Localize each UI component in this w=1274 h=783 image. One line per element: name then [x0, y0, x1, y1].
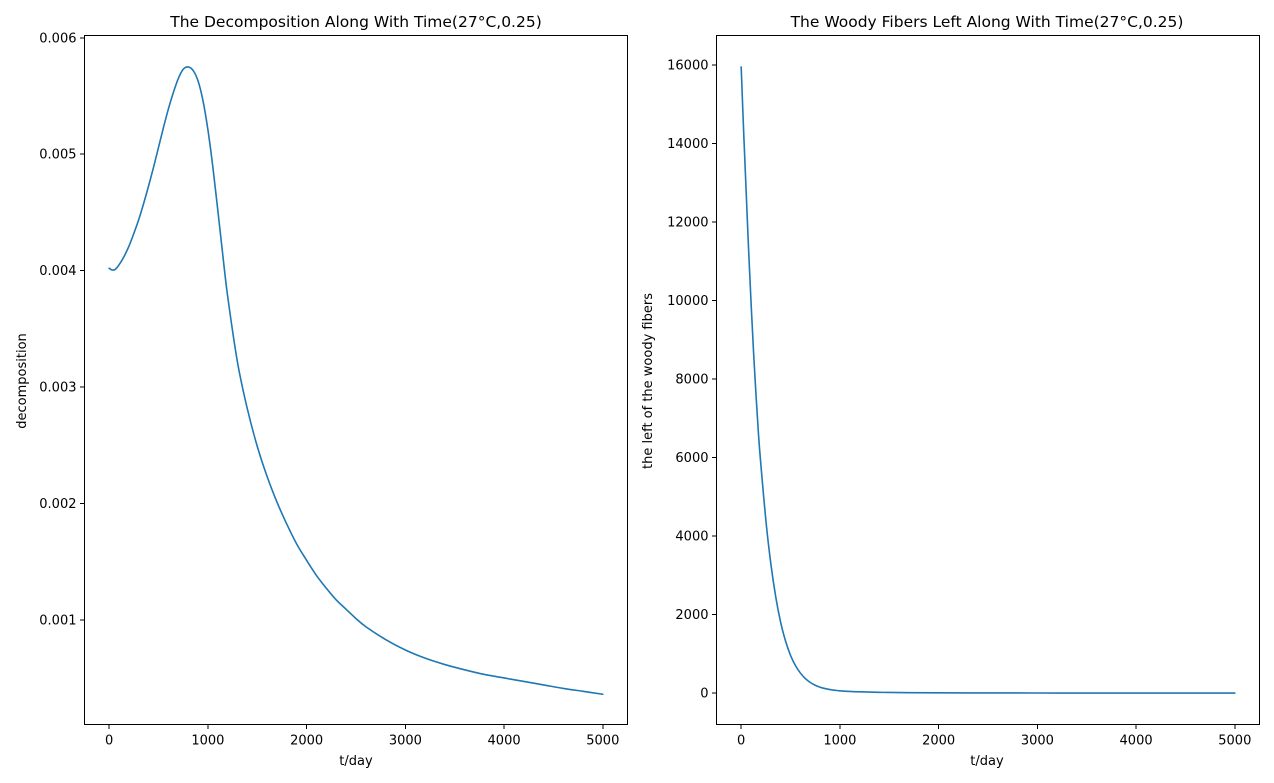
chart-title-decomposition: The Decomposition Along With Time(27°C,0… — [169, 13, 542, 31]
decomposition-x-tick-label: 2000 — [290, 734, 323, 749]
decomposition-y-tick-label: 0.002 — [39, 497, 76, 512]
woody-fibers-y-tick-label: 6000 — [675, 451, 708, 466]
decomposition-chart: The Decomposition Along With Time(27°C,0… — [15, 13, 628, 769]
decomposition-y-tick-label: 0.006 — [39, 31, 76, 46]
woody-fibers-y-tick-label: 0 — [700, 687, 708, 702]
decomposition-x-tick-label: 4000 — [488, 734, 521, 749]
woody-fibers-y-tick-label: 2000 — [675, 608, 708, 623]
woody-fibers-plot-area — [716, 35, 1260, 725]
woody-fibers-x-tick-label: 0 — [737, 734, 745, 749]
decomposition-x-tick-label: 3000 — [389, 734, 422, 749]
decomposition-series-line — [108, 66, 604, 696]
woody-fibers-y-tick-label: 4000 — [675, 530, 708, 545]
decomposition-y-tick-label: 0.003 — [39, 380, 76, 395]
x-axis-label-decomposition: t/day — [339, 754, 373, 769]
decomposition-x-tick-label: 1000 — [191, 734, 224, 749]
decomposition-y-tick-label: 0.004 — [39, 264, 76, 279]
woody-fibers-ticks: 0 1000 2000 3000 4000 5000 0 2000 4000 6000 8000 10… — [667, 58, 1251, 748]
woody-fibers-x-tick-label: 2000 — [922, 734, 955, 749]
woody-fibers-x-tick-label: 5000 — [1218, 734, 1251, 749]
decomposition-x-tick-label: 5000 — [586, 734, 619, 749]
decomposition-x-tick-label: 0 — [105, 734, 113, 749]
woody-fibers-series-line — [740, 66, 1236, 694]
chart-title-woody-fibers: The Woody Fibers Left Along With Time(27… — [790, 13, 1184, 31]
decomposition-plot-area — [84, 35, 628, 725]
woody-fibers-y-tick-label: 8000 — [675, 373, 708, 388]
woody-fibers-chart: The Woody Fibers Left Along With Time(27… — [641, 13, 1260, 769]
woody-fibers-y-tick-label: 14000 — [667, 137, 708, 152]
woody-fibers-x-tick-label: 3000 — [1021, 734, 1054, 749]
y-axis-label-woody-fibers: the left of the woody fibers — [641, 293, 656, 469]
woody-fibers-x-tick-label: 1000 — [823, 734, 856, 749]
woody-fibers-y-tick-label: 10000 — [667, 294, 708, 309]
y-axis-label-decomposition: decomposition — [15, 333, 30, 429]
decomposition-ticks: 0 1000 2000 3000 4000 5000 0.001 0.002 0.003 0.00… — [39, 31, 619, 748]
woody-fibers-x-tick-label: 4000 — [1120, 734, 1153, 749]
x-axis-label-woody-fibers: t/day — [970, 754, 1004, 769]
decomposition-y-tick-label: 0.001 — [39, 613, 76, 628]
decomposition-y-tick-label: 0.005 — [39, 148, 76, 163]
woody-fibers-y-tick-label: 16000 — [667, 58, 708, 73]
woody-fibers-y-tick-label: 12000 — [667, 215, 708, 230]
